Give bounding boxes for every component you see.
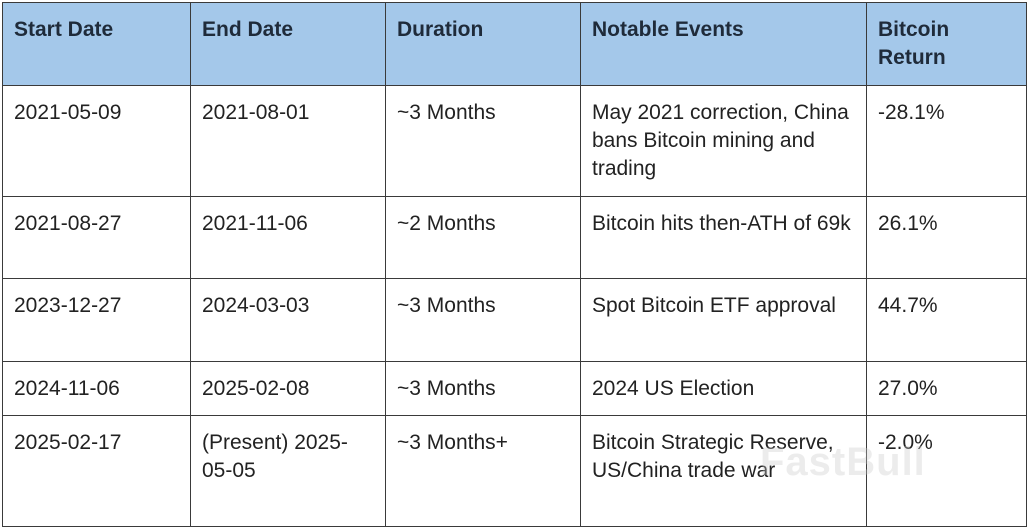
table-cell: ~3 Months [385,278,581,362]
header-row: Start Date End Date Duration Notable Events… [2,2,1027,86]
table-cell: 2021-08-01 [190,85,386,197]
table-cell: 2023-12-27 [2,278,191,362]
table-body: 2021-05-09 2021-08-01 ~3 Months May 2021 co… [2,85,1027,527]
table-cell: 2024-03-03 [190,278,386,362]
header-cell: Start Date [2,2,191,86]
table-cell: May 2021 correction, China bans Bitcoin … [580,85,867,197]
header-cell: Duration [385,2,581,86]
table-row: 2021-05-09 2021-08-01 ~3 Months May 2021 co… [2,85,1027,197]
table-cell: Spot Bitcoin ETF approval [580,278,867,362]
table-cell: 26.1% [866,196,1027,279]
table-cell: (Present) 2025-05-05 [190,415,386,527]
table-cell: Bitcoin Strategic Reserve, US/China trad… [580,415,867,527]
table-cell: 2024-11-06 [2,361,191,416]
table-cell: 2025-02-17 [2,415,191,527]
table-cell: Bitcoin hits then-ATH of 69k [580,196,867,279]
table-cell: -28.1% [866,85,1027,197]
table-cell: 27.0% [866,361,1027,416]
header-cell: Bitcoin Return [866,2,1027,86]
table-cell: -2.0% [866,415,1027,527]
header-cell: End Date [190,2,386,86]
table-cell: 2021-05-09 [2,85,191,197]
table-cell: 2024 US Election [580,361,867,416]
table-row: 2025-02-17 (Present) 2025-05-05 ~3 Months+… [2,415,1027,527]
table-cell: ~3 Months [385,361,581,416]
table-cell: 2021-08-27 [2,196,191,279]
header-cell: Notable Events [580,2,867,86]
table-cell: 2021-11-06 [190,196,386,279]
table-cell: 2025-02-08 [190,361,386,416]
table-cell: ~3 Months+ [385,415,581,527]
table-cell: ~2 Months [385,196,581,279]
table-cell: ~3 Months [385,85,581,197]
table-row: 2021-08-27 2021-11-06 ~2 Months Bitcoin hit… [2,196,1027,279]
table-row: 2023-12-27 2024-03-03 ~3 Months Spot Bitcoi… [2,278,1027,362]
table-row: 2024-11-06 2025-02-08 ~3 Months 2024 US Ele… [2,361,1027,416]
table-cell: 44.7% [866,278,1027,362]
